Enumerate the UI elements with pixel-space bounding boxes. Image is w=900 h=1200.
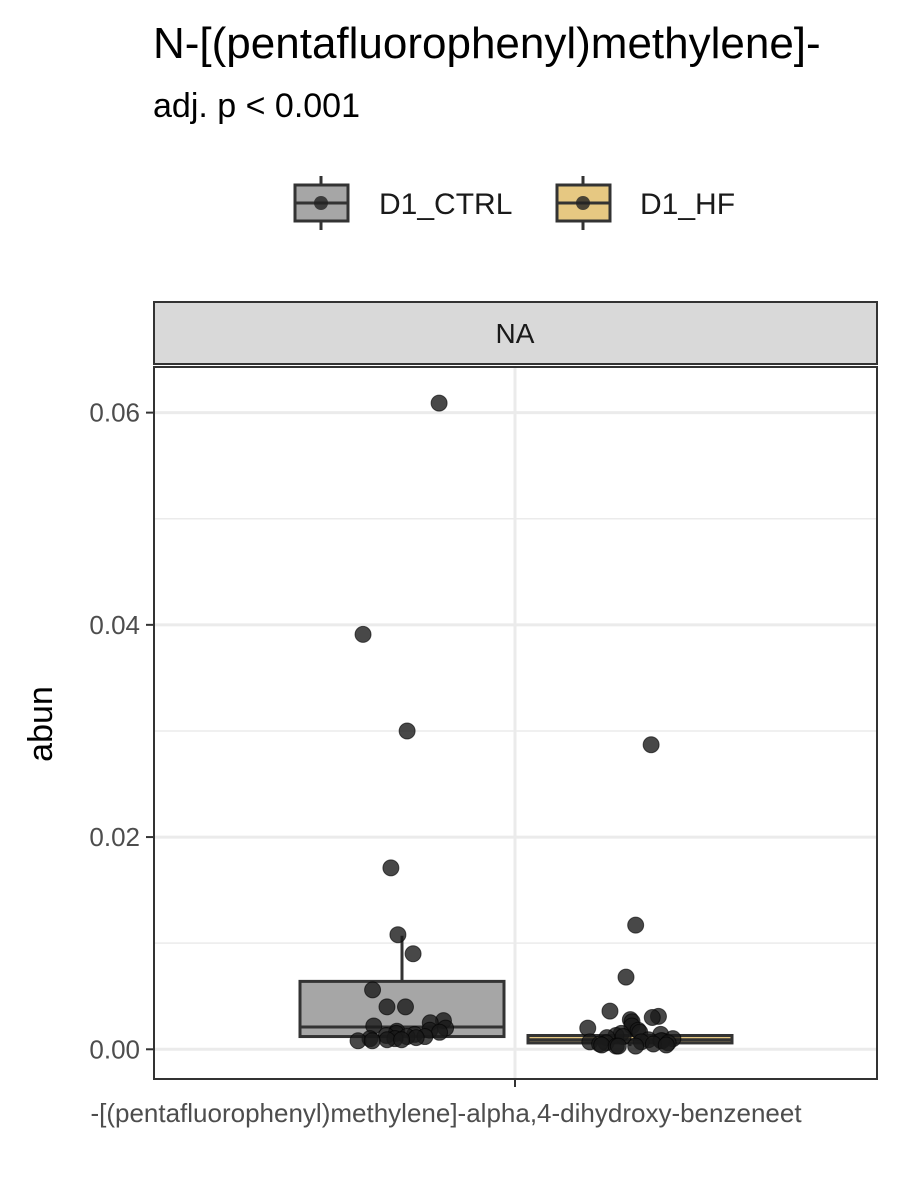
point-d1-hf xyxy=(657,1036,675,1054)
data-points xyxy=(349,394,682,1055)
point-d1-hf xyxy=(642,736,660,754)
point-d1-ctrl xyxy=(349,1032,367,1050)
grid-lines xyxy=(154,367,877,1079)
point-d1-hf xyxy=(627,916,645,934)
point-d1-hf xyxy=(617,968,635,986)
point-d1-ctrl xyxy=(389,926,407,944)
point-d1-ctrl xyxy=(393,1031,411,1049)
point-d1-hf xyxy=(601,1002,619,1020)
point-d1-ctrl xyxy=(378,1031,396,1049)
legend-label-d1-hf: D1_HF xyxy=(640,188,735,221)
legend-key-d1-ctrl xyxy=(293,176,350,230)
point-d1-ctrl xyxy=(404,945,422,963)
x-tick-label: -[(pentafluorophenyl)methylene]-alpha,4-… xyxy=(90,1098,802,1128)
point-d1-hf xyxy=(609,1037,627,1055)
y-tick-label: 0.06 xyxy=(89,398,140,428)
point-d1-ctrl xyxy=(354,625,372,643)
point-d1-ctrl xyxy=(398,722,416,740)
point-d1-ctrl xyxy=(430,394,448,412)
point-d1-hf xyxy=(643,1008,661,1026)
legend-key-d1-hf xyxy=(555,176,612,230)
point-d1-ctrl xyxy=(364,981,382,999)
y-tick-label: 0.00 xyxy=(89,1034,140,1064)
facet-strip xyxy=(153,301,878,365)
point-d1-ctrl xyxy=(378,998,396,1016)
chart-subtitle: adj. p < 0.001 xyxy=(153,87,360,125)
point-d1-hf xyxy=(627,1037,645,1055)
legend-label-d1-ctrl: D1_CTRL xyxy=(379,188,512,221)
point-d1-ctrl xyxy=(382,859,400,877)
y-axis-title: abun xyxy=(22,686,60,762)
point-d1-ctrl xyxy=(407,1029,425,1047)
facet-strip-label: NA xyxy=(496,318,535,349)
point-d1-ctrl xyxy=(363,1032,381,1050)
point-d1-ctrl xyxy=(396,998,414,1016)
point-d1-ctrl xyxy=(431,1023,449,1041)
y-axis: 0.00 0.02 0.04 0.06 xyxy=(89,398,154,1064)
point-d1-hf xyxy=(593,1036,611,1054)
chart-title: N-[(pentafluorophenyl)methylene]- xyxy=(153,19,821,68)
y-tick-label: 0.02 xyxy=(89,822,140,852)
y-tick-label: 0.04 xyxy=(89,610,140,640)
legend: D1_CTRL D1_HF xyxy=(293,176,735,230)
